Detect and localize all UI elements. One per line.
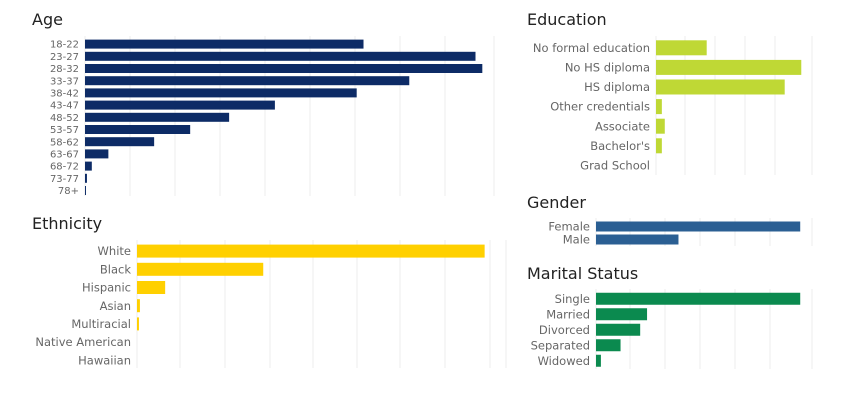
age-label-18-22: 18-22	[50, 40, 79, 51]
ethnicity-label-multiracial: Multiracial	[71, 317, 131, 331]
marital-label-separated: Separated	[531, 338, 590, 352]
ethnicity-bar-black[interactable]	[137, 262, 264, 276]
age-label-33-37: 33-37	[50, 76, 79, 87]
age-bar-33-37[interactable]	[85, 76, 410, 86]
education-label-hs-diploma: HS diploma	[584, 80, 650, 94]
marital-bar-separated[interactable]	[596, 339, 621, 352]
education-label-grad-school: Grad School	[580, 159, 650, 173]
education-label-associate: Associate	[595, 119, 650, 133]
marital-title: Marital Status	[527, 264, 639, 283]
age-label-28-32: 28-32	[50, 64, 79, 75]
age-label-58-62: 58-62	[50, 137, 79, 148]
age-bar-18-22[interactable]	[85, 39, 364, 49]
age-label-63-67: 63-67	[50, 150, 79, 161]
marital-bar-divorced[interactable]	[596, 323, 641, 336]
age-label-73-77: 73-77	[50, 174, 79, 185]
ethnicity-bar-asian[interactable]	[137, 299, 140, 313]
age-label-78: 78+	[58, 186, 79, 197]
education-label-no-formal-education: No formal education	[533, 41, 650, 55]
age-title: Age	[32, 10, 63, 29]
age-label-48-52: 48-52	[50, 113, 79, 124]
education-label-other-credentials: Other credentials	[550, 100, 650, 114]
marital-bar-widowed[interactable]	[596, 354, 601, 367]
age-bar-43-47[interactable]	[85, 100, 275, 110]
age-label-38-42: 38-42	[50, 89, 79, 100]
education-bar-hs-diploma[interactable]	[656, 79, 785, 95]
gender-title: Gender	[527, 193, 586, 212]
age-bar-63-67[interactable]	[85, 149, 109, 159]
ethnicity-label-white: White	[98, 244, 131, 258]
marital-label-divorced: Divorced	[539, 323, 590, 337]
marital-bar-single[interactable]	[596, 292, 801, 305]
age-label-68-72: 68-72	[50, 162, 79, 173]
ethnicity-label-native-american: Native American	[35, 335, 131, 349]
ethnicity-label-asian: Asian	[100, 299, 131, 313]
ethnicity-title: Ethnicity	[32, 214, 103, 233]
age-bar-28-32[interactable]	[85, 64, 483, 73]
age-label-53-57: 53-57	[50, 125, 79, 136]
age-bar-23-27[interactable]	[85, 51, 476, 61]
ethnicity-label-black: Black	[100, 262, 131, 276]
marital-label-widowed: Widowed	[538, 354, 590, 368]
education-bar-associate[interactable]	[656, 118, 665, 134]
education-title: Education	[527, 10, 607, 29]
ethnicity-bar-white[interactable]	[137, 244, 485, 258]
marital-label-single: Single	[555, 292, 590, 306]
gender-label-male: Male	[563, 233, 590, 247]
gender-label-female: Female	[548, 220, 590, 234]
age-bar-78[interactable]	[85, 186, 86, 195]
age-bar-38-42[interactable]	[85, 88, 357, 98]
gender-bar-male[interactable]	[596, 234, 679, 245]
education-label-no-hs-diploma: No HS diploma	[565, 61, 650, 75]
marital-bar-married[interactable]	[596, 308, 648, 321]
ethnicity-label-hawaiian: Hawaiian	[78, 353, 131, 367]
age-bar-58-62[interactable]	[85, 137, 155, 147]
age-bar-73-77[interactable]	[85, 173, 87, 183]
education-bar-no-hs-diploma[interactable]	[656, 59, 802, 75]
ethnicity-bar-hispanic[interactable]	[137, 281, 166, 294]
age-label-43-47: 43-47	[50, 101, 79, 112]
education-bar-bachelor-s[interactable]	[656, 138, 662, 154]
marital-label-married: Married	[546, 307, 590, 321]
education-label-bachelor-s: Bachelor's	[590, 139, 650, 153]
age-bar-68-72[interactable]	[85, 161, 92, 171]
age-bar-53-57[interactable]	[85, 125, 191, 134]
education-bar-other-credentials[interactable]	[656, 99, 662, 115]
ethnicity-label-hispanic: Hispanic	[82, 281, 131, 295]
age-label-23-27: 23-27	[50, 52, 79, 63]
ethnicity-bar-multiracial[interactable]	[137, 317, 139, 331]
gender-bar-female[interactable]	[596, 221, 801, 232]
education-bar-no-formal-education[interactable]	[656, 40, 707, 56]
age-bar-48-52[interactable]	[85, 112, 230, 122]
